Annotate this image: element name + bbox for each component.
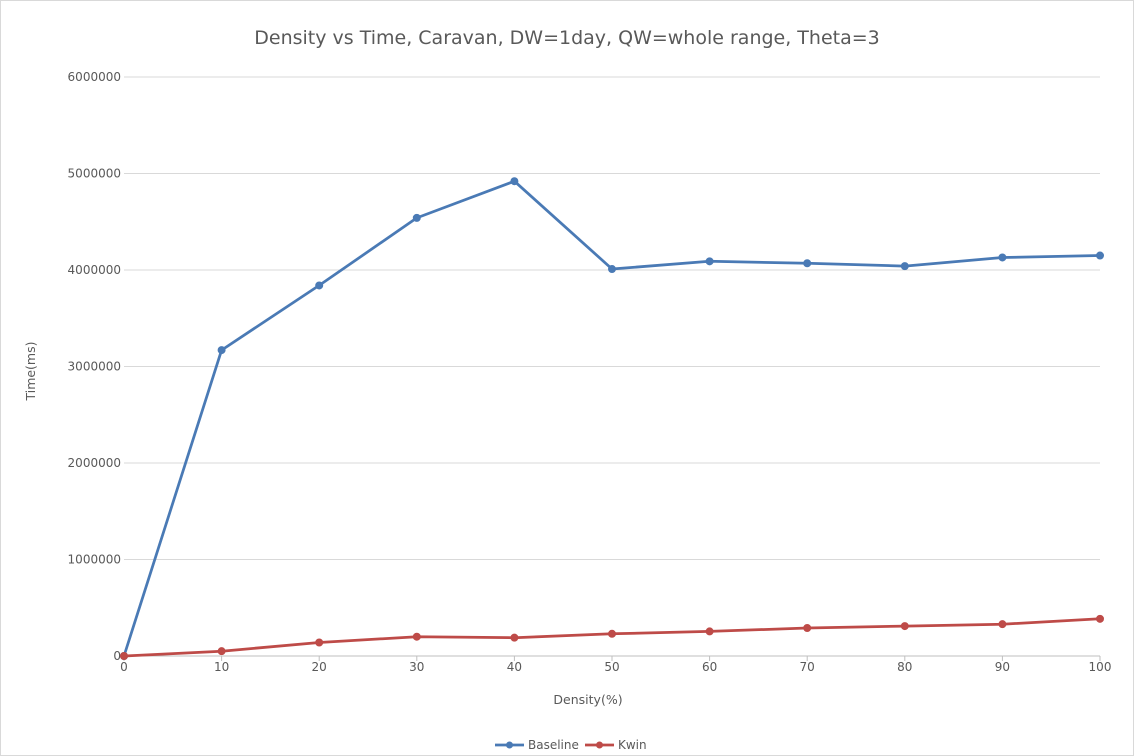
data-point-kwin [315, 638, 324, 647]
gridlines [124, 76, 1100, 560]
legend-item-kwin: Kwin [585, 738, 647, 752]
x-tick-label: 100 [1089, 660, 1112, 674]
data-point-kwin [412, 632, 421, 641]
data-point-baseline [803, 259, 812, 268]
series-group [120, 177, 1104, 660]
y-tick-label: 2000000 [68, 456, 121, 470]
data-point-baseline [412, 213, 421, 222]
legend-item-baseline: Baseline [495, 738, 579, 752]
data-point-kwin [1096, 614, 1104, 623]
legend: Baseline Kwin [495, 738, 647, 752]
data-point-baseline [315, 281, 324, 290]
x-tick-label: 30 [409, 660, 424, 674]
y-tick-labels: 0 1000000 2000000 3000000 4000000 5000000 6000… [68, 70, 121, 663]
data-point-baseline [705, 257, 714, 266]
x-tick-label: 20 [312, 660, 327, 674]
legend-swatch-marker [506, 741, 513, 749]
x-tick-label: 70 [800, 660, 815, 674]
series-baseline [120, 177, 1104, 660]
axes [123, 655, 1101, 661]
x-tick-label: 90 [995, 660, 1010, 674]
x-axis-label: Density(%) [553, 692, 622, 707]
y-tick-label: 6000000 [68, 70, 121, 84]
data-point-baseline [510, 177, 519, 186]
x-tick-label: 10 [214, 660, 229, 674]
data-point-baseline [1096, 251, 1104, 260]
y-tick-label: 3000000 [68, 360, 121, 374]
data-point-baseline [998, 253, 1007, 262]
x-tick-label: 40 [507, 660, 522, 674]
y-tick-label: 4000000 [68, 263, 121, 277]
data-point-kwin [705, 627, 714, 636]
legend-label: Kwin [618, 738, 647, 752]
y-axis-label: Time(ms) [23, 341, 38, 401]
data-point-kwin [608, 629, 616, 638]
data-point-kwin [217, 647, 226, 656]
series-kwin [120, 614, 1104, 660]
data-point-kwin [900, 622, 909, 631]
x-tick-label: 80 [897, 660, 912, 674]
y-tick-label: 0 [113, 649, 121, 663]
x-tick-label: 0 [120, 660, 128, 674]
data-point-baseline [900, 262, 909, 271]
data-point-kwin [120, 652, 128, 660]
chart-title: Density vs Time, Caravan, DW=1day, QW=wh… [254, 27, 880, 49]
data-point-kwin [510, 633, 519, 642]
x-tick-label: 60 [702, 660, 717, 674]
x-tick-labels: 0 10 20 30 40 50 60 70 80 90 100 [120, 660, 1111, 674]
y-tick-label: 5000000 [68, 167, 121, 181]
legend-label: Baseline [528, 738, 579, 752]
data-point-baseline [217, 346, 226, 355]
x-tick-label: 50 [604, 660, 619, 674]
data-point-kwin [998, 620, 1007, 629]
series-line-baseline [122, 179, 1102, 658]
data-point-kwin [803, 624, 812, 633]
legend-swatch-marker [596, 741, 603, 749]
y-tick-label: 1000000 [68, 553, 121, 567]
data-point-baseline [608, 265, 616, 274]
